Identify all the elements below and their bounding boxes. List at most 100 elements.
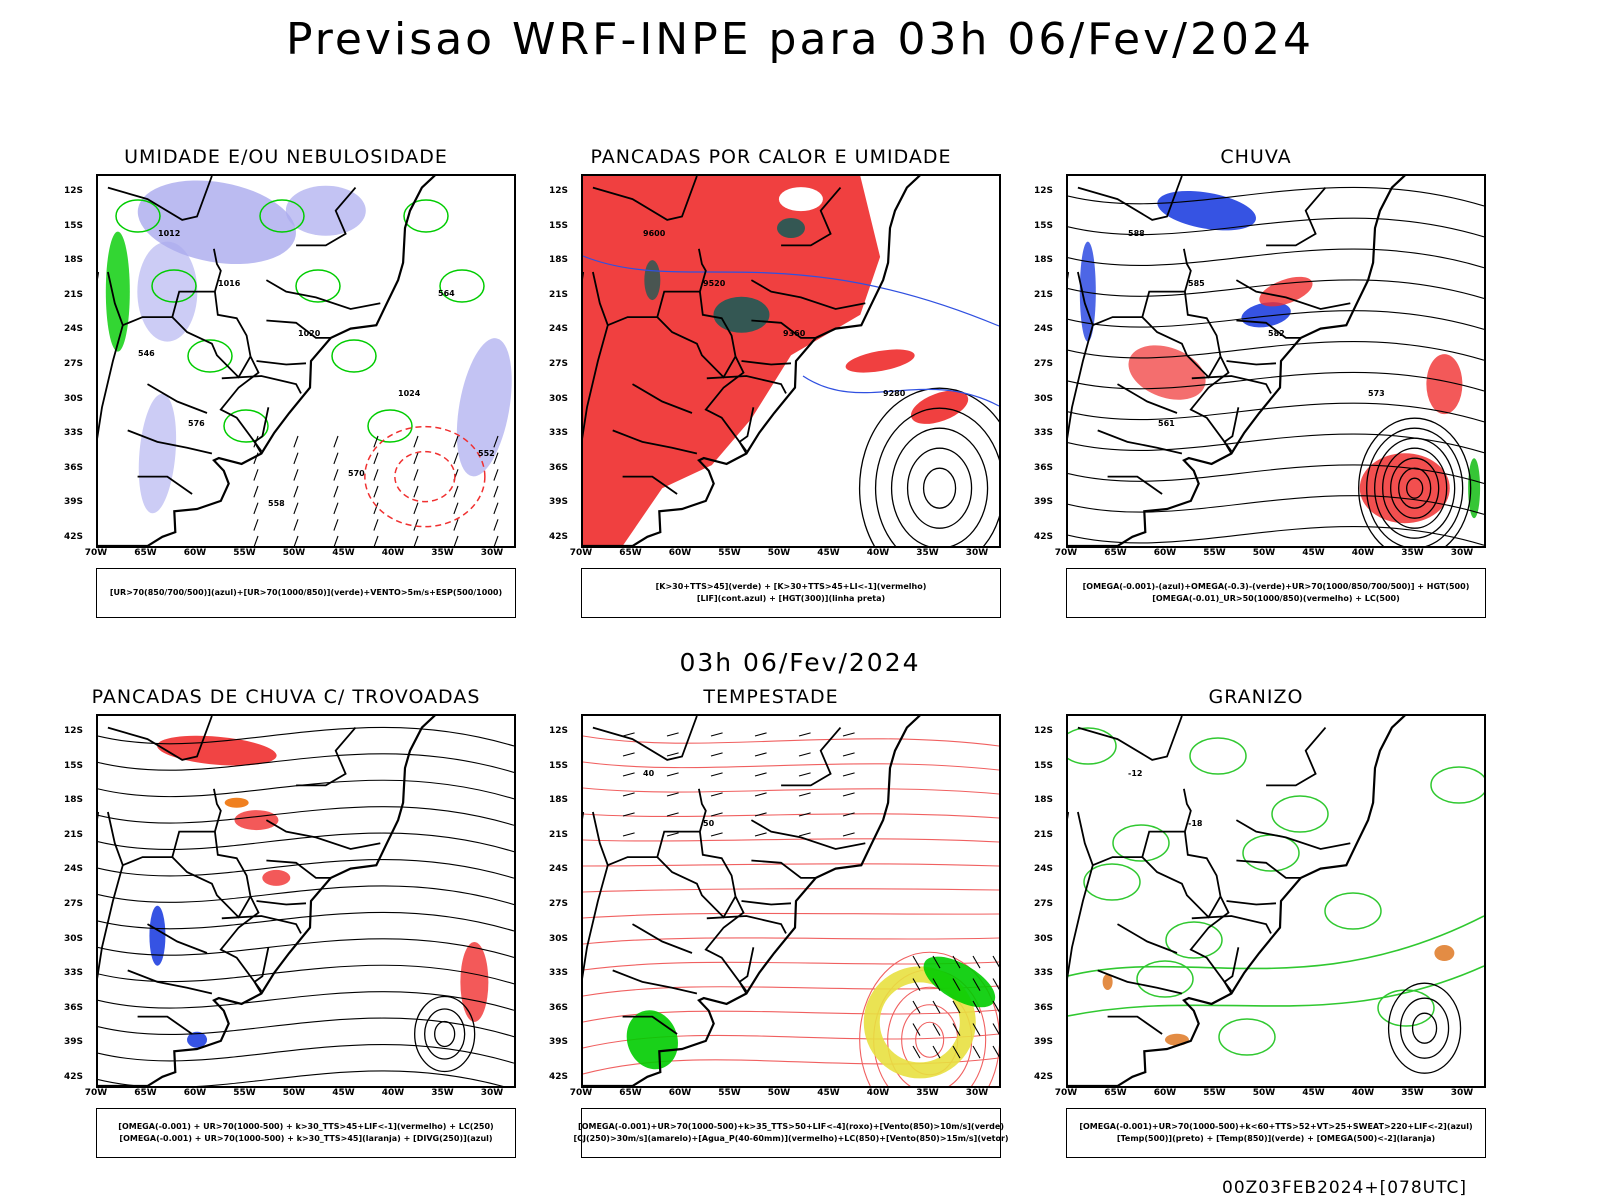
lon-tick-label: 50W [282, 548, 306, 558]
lat-tick-label: 15S [1034, 760, 1054, 771]
legend-line: [LIF](cont.azul) + [HGT(300)](linha pret… [696, 594, 886, 603]
lon-tick-label: 55W [1203, 548, 1226, 558]
lon-tick-label: 45W [817, 548, 840, 558]
contour-label: 576 [188, 419, 205, 428]
main-title: Previsao WRF-INPE para 03h 06/Fev/2024 [286, 14, 1314, 65]
lat-tick-label: 12S [1034, 726, 1054, 736]
lon-tick-label: 40W [381, 1088, 405, 1098]
lat-tick-label: 21S [64, 829, 84, 840]
lon-tick-label: 70W [1054, 1088, 1078, 1098]
contour-label: 1012 [158, 229, 180, 238]
panel-umidade: UMIDADE E/OU NEBULOSIDADE 1012 1016 1020 102… [56, 146, 516, 636]
lon-tick-label: 70W [84, 1088, 108, 1098]
mid-title: 03h 06/Fev/2024 [679, 648, 921, 677]
lat-tick-label: 30S [64, 933, 84, 944]
lon-tick-label: 40W [1351, 548, 1375, 558]
panel-title: TEMPESTADE [703, 686, 839, 708]
lon-tick-label: 65W [134, 548, 157, 558]
lon-tick-label: 30W [1450, 548, 1474, 558]
contour-label: 558 [268, 499, 285, 508]
lat-tick-label: 18S [64, 795, 84, 806]
contour-label: 9360 [783, 329, 806, 338]
contour-label: 9280 [883, 389, 906, 398]
lat-tick-label: 27S [549, 359, 569, 369]
lat-tick-label: 30S [1034, 393, 1054, 404]
contour-label: 588 [1128, 229, 1145, 238]
lat-tick-label: 24S [64, 864, 84, 875]
contour-label: 564 [438, 289, 455, 298]
lon-tick-label: 45W [332, 548, 355, 558]
panel-trovoadas: PANCADAS DE CHUVA C/ TROVOADAS 12S 15S 18S 2… [56, 686, 516, 1176]
lon-tick-label: 45W [817, 1088, 840, 1098]
lat-tick-label: 18S [549, 255, 569, 266]
legend-line: [OMEGA(-0.001)-(azul)+OMEGA(-0.3)-(verde… [1082, 582, 1470, 591]
lat-tick-label: 15S [64, 760, 84, 771]
lon-tick-label: 55W [233, 548, 256, 558]
lat-tick-label: 42S [64, 1072, 84, 1082]
panel-title: UMIDADE E/OU NEBULOSIDADE [124, 146, 448, 168]
lon-tick-label: 70W [569, 548, 593, 558]
legend-box: [OMEGA(-0.001)+UR>70(1000-500)+k>35_TTS>… [573, 1108, 1009, 1158]
map-area [96, 714, 516, 1088]
lon-tick-label: 65W [619, 548, 642, 558]
lon-tick-label: 65W [134, 1088, 157, 1098]
lat-tick-label: 27S [64, 359, 84, 369]
lon-tick-label: 35W [1401, 1088, 1424, 1098]
lat-tick-label: 42S [1034, 1072, 1054, 1082]
legend-line: [Temp(500)](preto) + [Temp(850)](verde) … [1116, 1134, 1436, 1143]
lon-tick-label: 65W [1104, 1088, 1127, 1098]
lat-tick-label: 12S [1034, 186, 1054, 196]
lat-tick-label: 24S [549, 864, 569, 875]
legend-line: [UR>70(850/700/500)](azul)+[UR>70(1000/8… [109, 588, 503, 597]
lon-tick-label: 50W [1252, 1088, 1276, 1098]
lat-tick-label: 36S [1034, 462, 1054, 473]
legend-line: [OMEGA(-0.001) + UR>70(1000-500) + k>30_… [118, 1122, 494, 1131]
legend-line: [K>30+TTS>45](verde) + [K>30+TTS>45+LI<-… [655, 582, 927, 591]
lon-tick-label: 60W [668, 548, 692, 558]
lon-tick-label: 40W [866, 548, 890, 558]
lon-tick-label: 60W [183, 1088, 207, 1098]
lat-tick-label: 18S [549, 795, 569, 806]
contour-label: 570 [348, 469, 365, 478]
lat-tick-label: 39S [64, 1037, 84, 1048]
lat-tick-label: 15S [64, 220, 84, 231]
lon-tick-label: 55W [718, 548, 741, 558]
lat-tick-label: 18S [64, 255, 84, 266]
contour-label: 573 [1368, 389, 1385, 398]
contour-label: 1024 [398, 389, 421, 398]
lon-tick-label: 30W [965, 1088, 989, 1098]
lon-tick-label: 50W [282, 1088, 306, 1098]
lat-tick-label: 42S [1034, 532, 1054, 542]
panel-chuva: CHUVA 588 585 582 573 561 12S 15S 18S 21S 24S 27S 30… [1026, 146, 1486, 636]
legend-box: [OMEGA(-0.001)-(azul)+OMEGA(-0.3)-(verde… [1066, 568, 1486, 618]
lon-tick-label: 70W [1054, 548, 1078, 558]
lon-tick-label: 35W [431, 548, 454, 558]
lat-tick-label: 39S [64, 497, 84, 508]
lon-tick-label: 30W [1450, 1088, 1474, 1098]
lat-tick-label: 21S [549, 829, 569, 840]
lat-tick-label: 33S [64, 428, 84, 439]
lon-tick-label: 35W [916, 548, 939, 558]
panel-title: GRANIZO [1208, 686, 1304, 708]
lat-tick-label: 36S [64, 462, 84, 473]
lat-tick-label: 33S [549, 428, 569, 439]
lat-tick-label: 24S [64, 324, 84, 335]
legend-line: [OMEGA(-0.01)_UR>50(1000/850)(vermelho) … [1152, 594, 1400, 603]
lat-tick-label: 12S [549, 726, 569, 736]
lon-tick-label: 55W [718, 1088, 741, 1098]
lat-tick-label: 27S [1034, 359, 1054, 369]
lon-tick-label: 50W [1252, 548, 1276, 558]
contour-label: 585 [1188, 279, 1205, 288]
lat-tick-label: 12S [64, 726, 84, 736]
contour-label: 50 [703, 819, 715, 828]
lat-tick-label: 15S [549, 220, 569, 231]
lat-tick-label: 18S [1034, 795, 1054, 806]
contour-label: 1016 [218, 279, 241, 288]
lat-tick-label: 42S [549, 532, 569, 542]
contour-label: 582 [1268, 329, 1285, 338]
contour-label: 9600 [643, 229, 666, 238]
legend-line: [OMEGA(-0.001)+UR>70(1000-500)+k<60+TTS>… [1079, 1122, 1473, 1131]
lon-tick-label: 60W [1153, 1088, 1177, 1098]
lon-tick-label: 30W [965, 548, 989, 558]
lat-tick-label: 30S [549, 933, 569, 944]
